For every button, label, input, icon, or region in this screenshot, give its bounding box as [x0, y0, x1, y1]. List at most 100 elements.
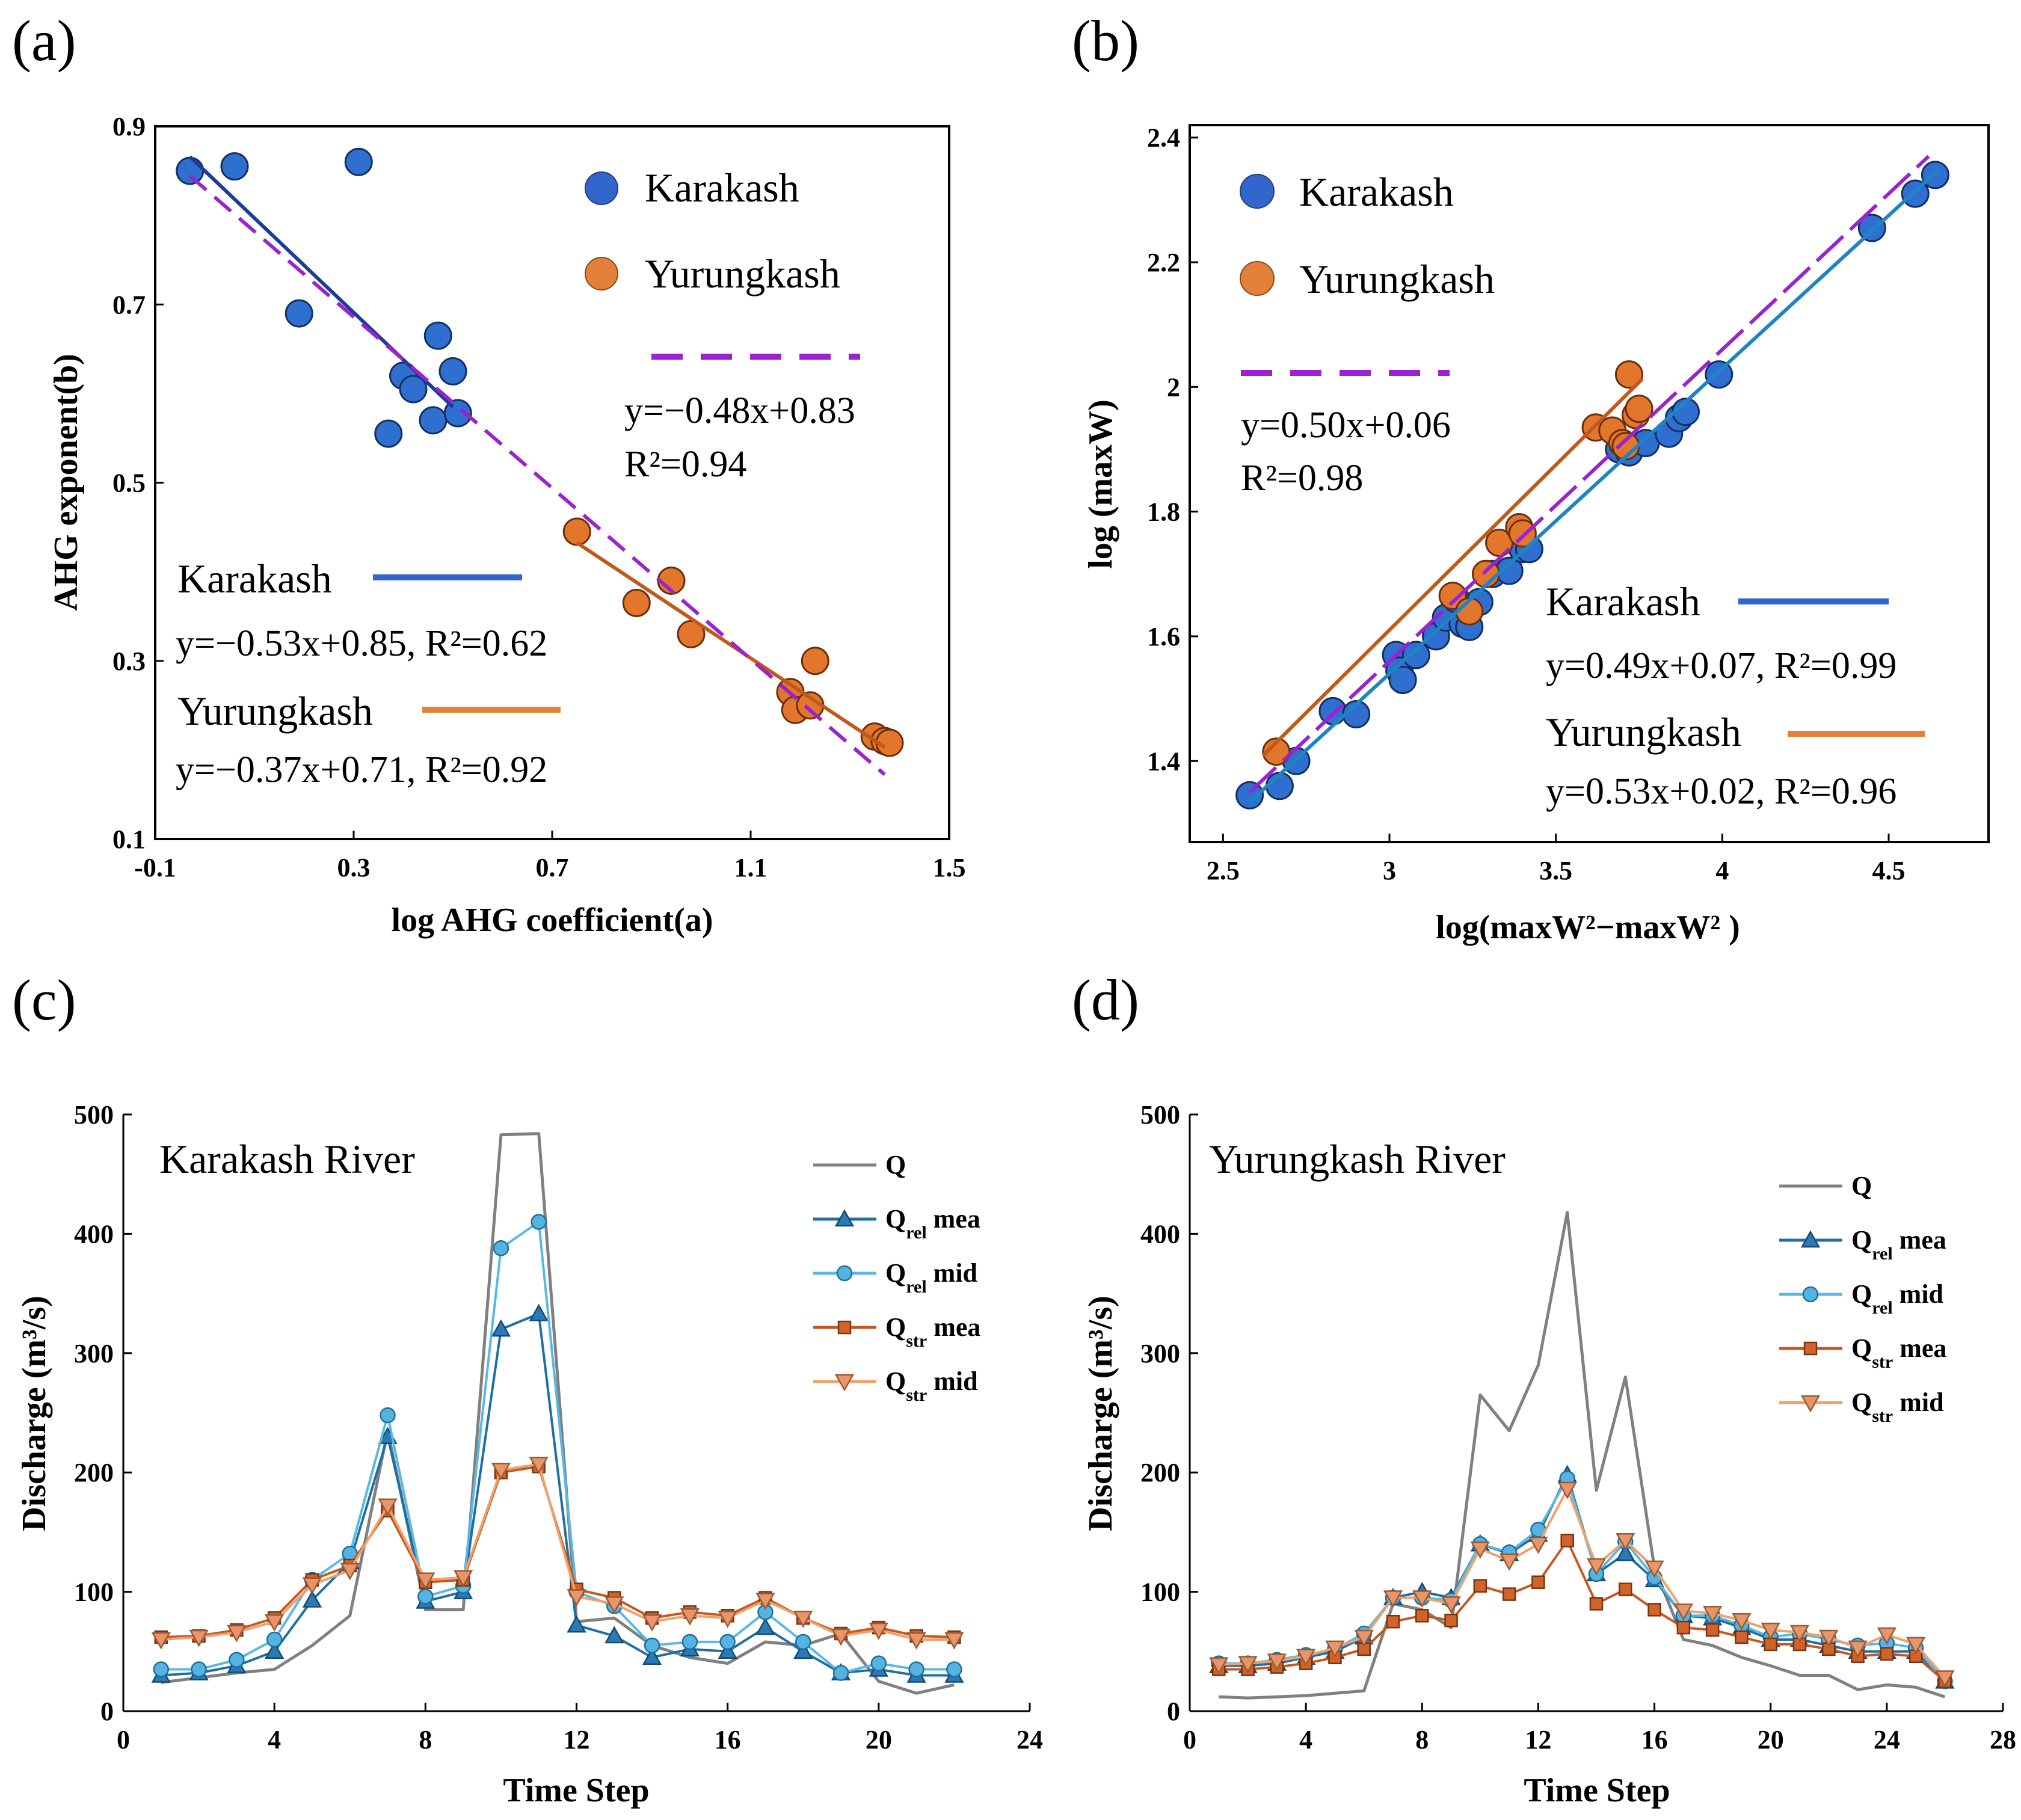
karakash-point: [344, 147, 373, 176]
series-marker: [1789, 1625, 1810, 1643]
legend-label-tail: mid: [927, 1258, 977, 1288]
y-tick-label: 2: [1167, 372, 1180, 402]
yurungkash-point: [1625, 395, 1653, 423]
y-tick-label: 300: [1140, 1339, 1180, 1368]
panel-a-plot-area: [176, 147, 904, 776]
panel-c-plot-area: [151, 1132, 964, 1695]
legend-label-base: Q: [885, 1150, 906, 1179]
series-marker: [1557, 1481, 1577, 1499]
legend-label-tail: mid: [1893, 1388, 1943, 1417]
y-tick-label: 500: [1140, 1100, 1180, 1130]
legend-label-sub: str: [906, 1331, 927, 1351]
series-marker: [1732, 1612, 1752, 1631]
panel-a-letter: (a): [12, 8, 76, 73]
y-tick-label: 200: [74, 1458, 114, 1487]
y-tick-label: 1.6: [1147, 622, 1180, 651]
series-line-q_rel-mid: [161, 1220, 955, 1674]
panel-b-yurungkash-fit-eq: y=0.53x+0.02, R²=0.96: [1546, 771, 1896, 812]
yurungkash-point: [677, 619, 706, 648]
series-marker: [491, 1319, 511, 1337]
series-marker: [265, 1641, 285, 1659]
legend-marker: [837, 1320, 852, 1335]
panel-a-pooled-r2: R²=0.94: [624, 444, 746, 485]
y-tick-label: 1.8: [1147, 497, 1180, 527]
panel-b-karakash-fit-eq: y=0.49x+0.07, R²=0.99: [1546, 645, 1896, 686]
series-marker: [380, 1407, 396, 1424]
panel-d-ticks: 0 4 8 12 16 20 24 28 0 100 200 300 400 500: [1140, 1100, 2016, 1754]
panel-c-xlabel: Time Step: [503, 1772, 649, 1809]
series-marker: [946, 1661, 962, 1677]
panel-b-xlabel: log(maxW²−maxW² ): [1436, 909, 1740, 946]
series-marker: [227, 1625, 247, 1643]
yurungkash-point: [622, 588, 651, 617]
karakash-point: [220, 152, 249, 181]
x-tick-label: 8: [1415, 1725, 1429, 1754]
y-tick-label: 2.4: [1147, 123, 1180, 153]
legend-label-base: Q: [885, 1367, 906, 1396]
y-tick-label: 400: [74, 1219, 114, 1249]
legend-label-base: Q: [885, 1312, 906, 1342]
karakash-fit-line: [1248, 168, 1940, 804]
series-marker: [1616, 1543, 1635, 1561]
series-marker: [718, 1610, 737, 1628]
series-marker: [1586, 1558, 1607, 1576]
legend-marker: [1800, 1395, 1821, 1413]
karakash-point: [285, 299, 313, 328]
x-tick-label: 24: [1017, 1725, 1043, 1754]
y-tick-label: 500: [74, 1100, 114, 1130]
legend-label-base: Q: [885, 1258, 906, 1288]
x-tick-label: 16: [715, 1725, 741, 1754]
series-marker: [417, 1588, 434, 1605]
series-marker: [604, 1596, 624, 1614]
series-marker: [793, 1641, 813, 1659]
y-tick-label: 1.4: [1147, 746, 1180, 776]
panel-b-ticks: 2.5 3 3.5 4 4.5 1.4 1.6 1.8 2 2.2 2.4: [1147, 123, 1906, 885]
series-marker: [1735, 1630, 1749, 1644]
x-tick-label: 24: [1874, 1725, 1900, 1754]
series-marker: [1616, 1533, 1635, 1551]
legend-label-sub: rel: [1872, 1298, 1892, 1318]
x-tick-label: 4.5: [1872, 856, 1906, 885]
x-tick-label: 0: [1183, 1725, 1196, 1754]
series-marker: [719, 1634, 736, 1650]
x-tick-label: 1.1: [734, 853, 767, 882]
legend-label: Q: [1851, 1171, 1872, 1201]
legend-marker: [834, 1209, 855, 1227]
series-line-q_rel-mea: [161, 1312, 955, 1677]
series-marker: [1500, 1553, 1519, 1571]
series-marker: [1238, 1656, 1258, 1674]
series-marker: [793, 1610, 813, 1628]
series-marker: [1444, 1613, 1458, 1628]
panel-d-letter: (d): [1072, 968, 1139, 1032]
pooled-fit-line: [1248, 155, 1930, 794]
series-marker: [1764, 1637, 1777, 1652]
series-line-q_str-mea: [1219, 1539, 1946, 1682]
karakash-point: [1388, 666, 1417, 695]
series-marker: [302, 1577, 322, 1595]
x-tick-label: -0.1: [134, 853, 176, 882]
series-marker: [1906, 1637, 1926, 1655]
x-tick-label: 4: [268, 1725, 281, 1754]
legend-marker: [834, 1374, 855, 1392]
x-tick-label: 20: [866, 1725, 892, 1754]
series-marker: [567, 1589, 586, 1607]
panel-b-letter: (b): [1072, 8, 1139, 73]
series-marker: [1673, 1603, 1693, 1621]
legend-label-sub: str: [1872, 1352, 1893, 1372]
x-tick-label: 0.7: [536, 853, 569, 882]
panel-b-karakash-fit-label: Karakash: [1546, 579, 1700, 624]
y-tick-label: 100: [1140, 1578, 1180, 1607]
karakash-point: [374, 419, 403, 448]
series-marker: [1209, 1657, 1229, 1675]
y-tick-label: 0.7: [112, 290, 146, 319]
x-tick-label: 4: [1715, 856, 1729, 885]
series-marker: [302, 1590, 322, 1608]
y-tick-label: 100: [74, 1578, 114, 1607]
panel-a-xlabel: log AHG coefficient(a): [392, 902, 713, 939]
legend-label-base: Q: [1851, 1225, 1872, 1255]
yurungkash-fit-line: [576, 541, 886, 749]
series-marker: [642, 1614, 662, 1632]
series-marker: [1705, 1623, 1720, 1637]
